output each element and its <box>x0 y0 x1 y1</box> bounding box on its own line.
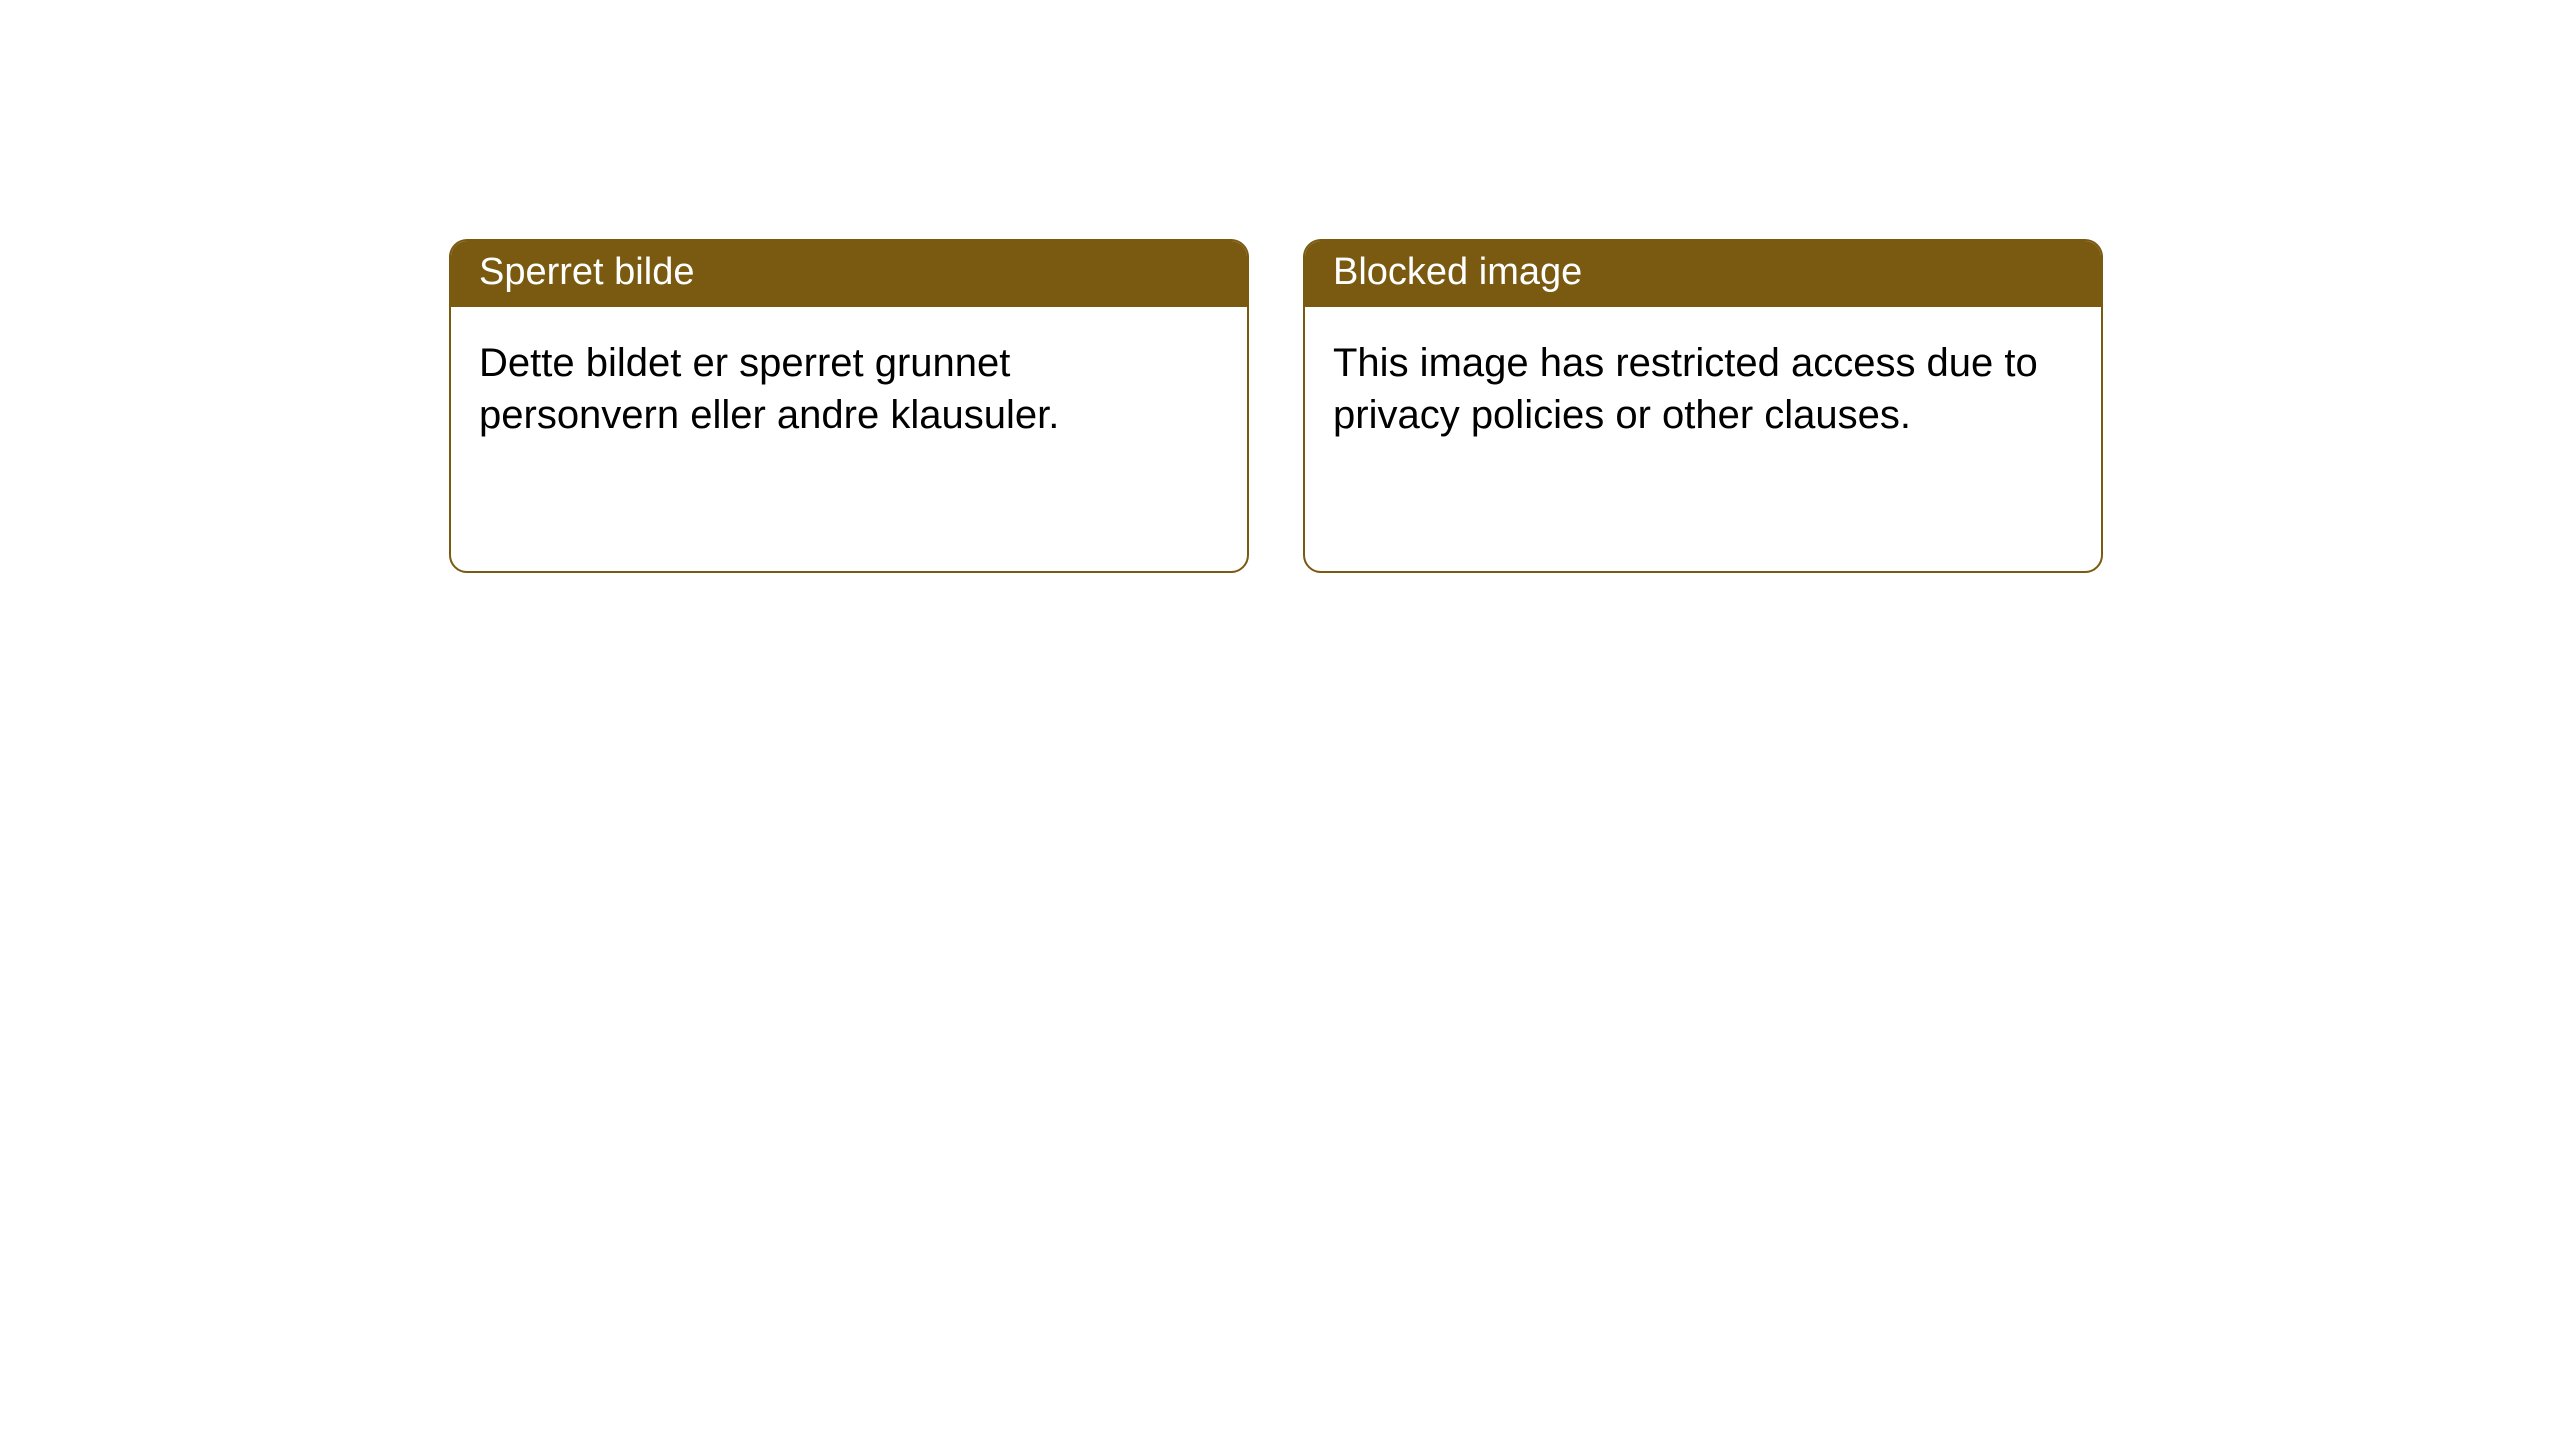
notice-card-container: Sperret bilde Dette bildet er sperret gr… <box>449 239 2103 573</box>
notice-body: Dette bildet er sperret grunnet personve… <box>451 307 1247 461</box>
notice-header: Blocked image <box>1305 241 2101 307</box>
notice-card-norwegian: Sperret bilde Dette bildet er sperret gr… <box>449 239 1249 573</box>
notice-body: This image has restricted access due to … <box>1305 307 2101 461</box>
notice-header: Sperret bilde <box>451 241 1247 307</box>
notice-card-english: Blocked image This image has restricted … <box>1303 239 2103 573</box>
